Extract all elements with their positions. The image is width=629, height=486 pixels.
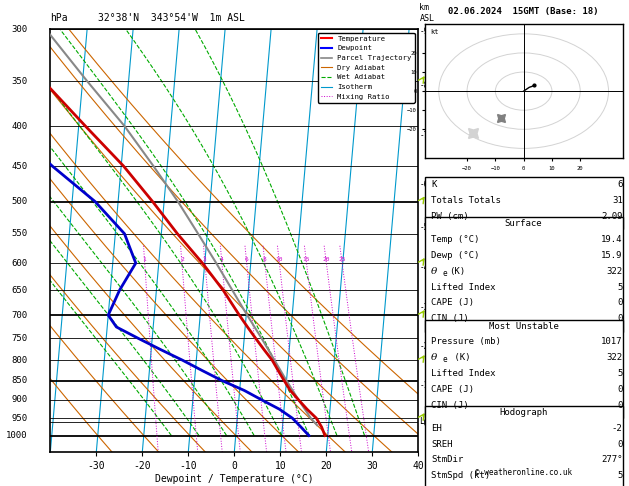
FancyBboxPatch shape xyxy=(425,320,623,418)
Text: -8: -8 xyxy=(420,81,428,89)
Text: 4: 4 xyxy=(220,257,224,262)
Text: 650: 650 xyxy=(11,286,28,295)
Text: Mixing Ratio (g/kg): Mixing Ratio (g/kg) xyxy=(445,193,454,288)
FancyBboxPatch shape xyxy=(425,177,623,229)
Text: Totals Totals: Totals Totals xyxy=(431,196,501,205)
Text: 6: 6 xyxy=(245,257,248,262)
Text: 0: 0 xyxy=(617,314,623,323)
Text: 1: 1 xyxy=(143,257,147,262)
Text: Lifted Index: Lifted Index xyxy=(431,369,496,378)
Text: -6: -6 xyxy=(420,180,428,190)
Text: 900: 900 xyxy=(11,396,28,404)
Text: e: e xyxy=(443,355,447,364)
Text: SREH: SREH xyxy=(431,440,452,449)
Text: 300: 300 xyxy=(11,25,28,34)
Text: -9: -9 xyxy=(420,27,428,36)
Text: 20: 20 xyxy=(323,257,330,262)
Text: 800: 800 xyxy=(11,356,28,364)
Text: 0: 0 xyxy=(617,400,623,410)
Text: 15.9: 15.9 xyxy=(601,251,623,260)
Text: θ: θ xyxy=(431,267,437,276)
Text: 5: 5 xyxy=(617,471,623,480)
Text: e: e xyxy=(443,269,447,278)
X-axis label: Dewpoint / Temperature (°C): Dewpoint / Temperature (°C) xyxy=(155,474,314,484)
Text: Lifted Index: Lifted Index xyxy=(431,282,496,292)
Text: 6: 6 xyxy=(617,180,623,190)
Text: StmDir: StmDir xyxy=(431,455,463,465)
Text: CAPE (J): CAPE (J) xyxy=(431,385,474,394)
Text: StmSpd (kt): StmSpd (kt) xyxy=(431,471,490,480)
Text: 5: 5 xyxy=(617,282,623,292)
Text: 25: 25 xyxy=(338,257,346,262)
Text: 700: 700 xyxy=(11,311,28,320)
Text: 1000: 1000 xyxy=(6,431,28,440)
Text: 0: 0 xyxy=(617,298,623,307)
Text: km
ASL: km ASL xyxy=(420,3,435,23)
Text: 850: 850 xyxy=(11,376,28,385)
FancyBboxPatch shape xyxy=(425,406,623,486)
Text: PW (cm): PW (cm) xyxy=(431,212,469,221)
Text: Surface: Surface xyxy=(505,219,542,228)
Text: 15: 15 xyxy=(303,257,310,262)
Text: Pressure (mb): Pressure (mb) xyxy=(431,337,501,347)
Text: 322: 322 xyxy=(606,353,623,362)
Text: 2.09: 2.09 xyxy=(601,212,623,221)
Text: -3: -3 xyxy=(420,303,428,312)
Text: θ: θ xyxy=(431,353,437,362)
Text: 600: 600 xyxy=(11,259,28,268)
Text: 550: 550 xyxy=(11,229,28,238)
FancyBboxPatch shape xyxy=(425,217,623,332)
Text: -7: -7 xyxy=(420,131,428,140)
Text: 322: 322 xyxy=(606,267,623,276)
Text: 450: 450 xyxy=(11,161,28,171)
Text: 10: 10 xyxy=(276,257,283,262)
Text: Hodograph: Hodograph xyxy=(499,408,548,417)
Text: (K): (K) xyxy=(449,353,470,362)
Text: hPa: hPa xyxy=(50,13,68,23)
Text: -1: -1 xyxy=(420,381,428,390)
Text: 8: 8 xyxy=(263,257,267,262)
Text: 400: 400 xyxy=(11,122,28,131)
Text: 3: 3 xyxy=(203,257,207,262)
Text: 277°: 277° xyxy=(601,455,623,465)
Text: -0: -0 xyxy=(420,419,428,428)
Text: 31: 31 xyxy=(612,196,623,205)
Text: © weatheronline.co.uk: © weatheronline.co.uk xyxy=(475,468,572,477)
Text: Temp (°C): Temp (°C) xyxy=(431,235,479,244)
Text: 0: 0 xyxy=(617,385,623,394)
Legend: Temperature, Dewpoint, Parcel Trajectory, Dry Adiabat, Wet Adiabat, Isotherm, Mi: Temperature, Dewpoint, Parcel Trajectory… xyxy=(318,33,415,103)
Text: 950: 950 xyxy=(11,414,28,423)
Text: 5: 5 xyxy=(617,369,623,378)
Text: 350: 350 xyxy=(11,77,28,86)
Text: 19.4: 19.4 xyxy=(601,235,623,244)
Text: CIN (J): CIN (J) xyxy=(431,400,469,410)
Text: EH: EH xyxy=(431,424,442,433)
Text: CIN (J): CIN (J) xyxy=(431,314,469,323)
Text: 0: 0 xyxy=(617,440,623,449)
Text: Most Unstable: Most Unstable xyxy=(489,322,559,330)
Text: -4: -4 xyxy=(420,263,428,272)
Text: CAPE (J): CAPE (J) xyxy=(431,298,474,307)
Text: (K): (K) xyxy=(449,267,465,276)
Text: 500: 500 xyxy=(11,197,28,206)
Text: 1017: 1017 xyxy=(601,337,623,347)
Text: Dewp (°C): Dewp (°C) xyxy=(431,251,479,260)
Text: 02.06.2024  15GMT (Base: 18): 02.06.2024 15GMT (Base: 18) xyxy=(448,7,599,17)
Text: 32°38'N  343°54'W  1m ASL: 32°38'N 343°54'W 1m ASL xyxy=(98,13,245,23)
Text: K: K xyxy=(431,180,437,190)
Text: -5: -5 xyxy=(420,223,428,232)
Text: -2: -2 xyxy=(612,424,623,433)
Text: kt: kt xyxy=(430,29,439,35)
Text: LCL: LCL xyxy=(420,417,435,426)
Text: 2: 2 xyxy=(180,257,184,262)
Text: 750: 750 xyxy=(11,334,28,343)
Text: -2: -2 xyxy=(420,342,428,351)
